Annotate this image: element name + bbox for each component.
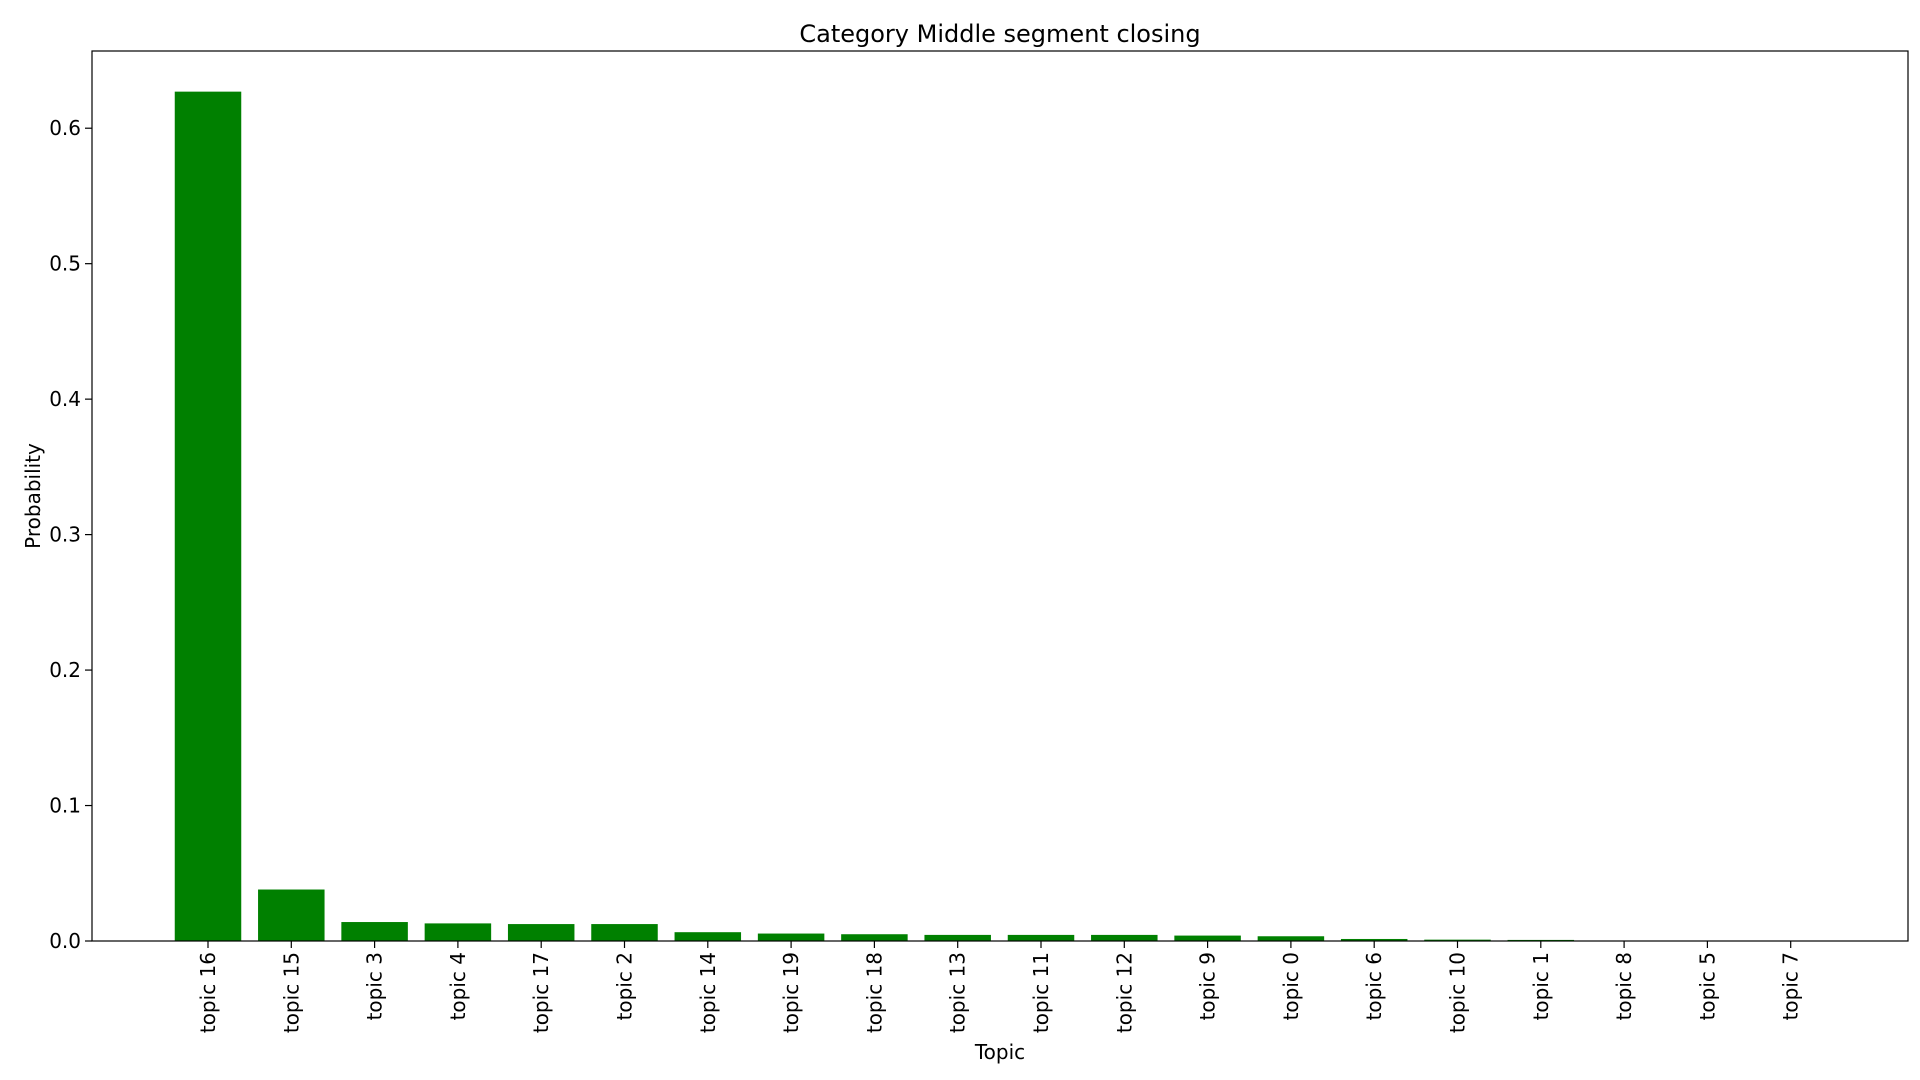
bar-topic-18 — [841, 934, 908, 941]
bar-topic-14 — [674, 932, 742, 941]
x-tick-label-topic-11: topic 11 — [1029, 952, 1053, 1033]
y-tick-label: 0.1 — [49, 794, 81, 818]
x-tick-label-topic-1: topic 1 — [1529, 952, 1553, 1020]
x-tick-label-topic-17: topic 17 — [529, 952, 553, 1033]
bar-topic-0 — [1257, 936, 1325, 941]
y-tick-label: 0.3 — [49, 523, 81, 547]
x-tick-label-topic-2: topic 2 — [613, 952, 637, 1020]
x-tick-label-topic-8: topic 8 — [1612, 952, 1636, 1020]
x-axis-label: Topic — [974, 1040, 1025, 1064]
x-tick-label-topic-12: topic 12 — [1112, 952, 1136, 1033]
bar-topic-17 — [507, 924, 575, 941]
x-axis-ticks: topic 16 topic 15 topic 3 topic 4 topic 17 to… — [196, 941, 1803, 1033]
bar-topic-2 — [591, 924, 658, 941]
bar-topic-11 — [1007, 934, 1075, 941]
bars-group — [174, 91, 1824, 941]
x-tick-label-topic-3: topic 3 — [363, 952, 387, 1020]
bar-topic-6 — [1340, 938, 1408, 941]
bar-topic-10 — [1424, 939, 1491, 941]
x-tick-label-topic-19: topic 19 — [779, 952, 803, 1033]
bar-topic-3 — [341, 922, 408, 941]
bar-topic-13 — [924, 934, 991, 941]
chart-title: Category Middle segment closing — [799, 20, 1200, 48]
x-tick-label-topic-9: topic 9 — [1196, 952, 1220, 1020]
x-tick-label-topic-0: topic 0 — [1279, 952, 1303, 1020]
x-tick-label-topic-7: topic 7 — [1779, 952, 1803, 1020]
x-tick-label-topic-5: topic 5 — [1695, 952, 1719, 1020]
x-tick-label-topic-10: topic 10 — [1446, 952, 1470, 1033]
y-axis-ticks: 0.0 0.1 0.2 0.3 0.4 0.5 0.6 — [49, 116, 92, 953]
bar-topic-15 — [258, 889, 325, 941]
y-tick-label: 0.0 — [49, 929, 81, 953]
bar-topic-19 — [757, 933, 825, 941]
x-tick-label-topic-14: topic 14 — [696, 952, 720, 1033]
plot-frame — [91, 50, 1909, 942]
x-tick-label-topic-15: topic 15 — [279, 952, 303, 1033]
y-tick-label: 0.2 — [49, 658, 81, 682]
y-tick-label: 0.6 — [49, 116, 81, 140]
x-tick-label-topic-16: topic 16 — [196, 952, 220, 1033]
bar-topic-16 — [174, 91, 242, 941]
x-tick-label-topic-13: topic 13 — [946, 952, 970, 1033]
x-tick-label-topic-18: topic 18 — [862, 952, 886, 1033]
x-tick-label-topic-6: topic 6 — [1362, 952, 1386, 1020]
bar-topic-9 — [1174, 935, 1241, 941]
x-tick-label-topic-4: topic 4 — [446, 952, 470, 1020]
y-tick-label: 0.4 — [49, 387, 81, 411]
bar-topic-4 — [424, 923, 492, 941]
y-axis-label: Probability — [21, 443, 45, 549]
bar-topic-12 — [1091, 934, 1158, 941]
y-tick-label: 0.5 — [49, 252, 81, 276]
